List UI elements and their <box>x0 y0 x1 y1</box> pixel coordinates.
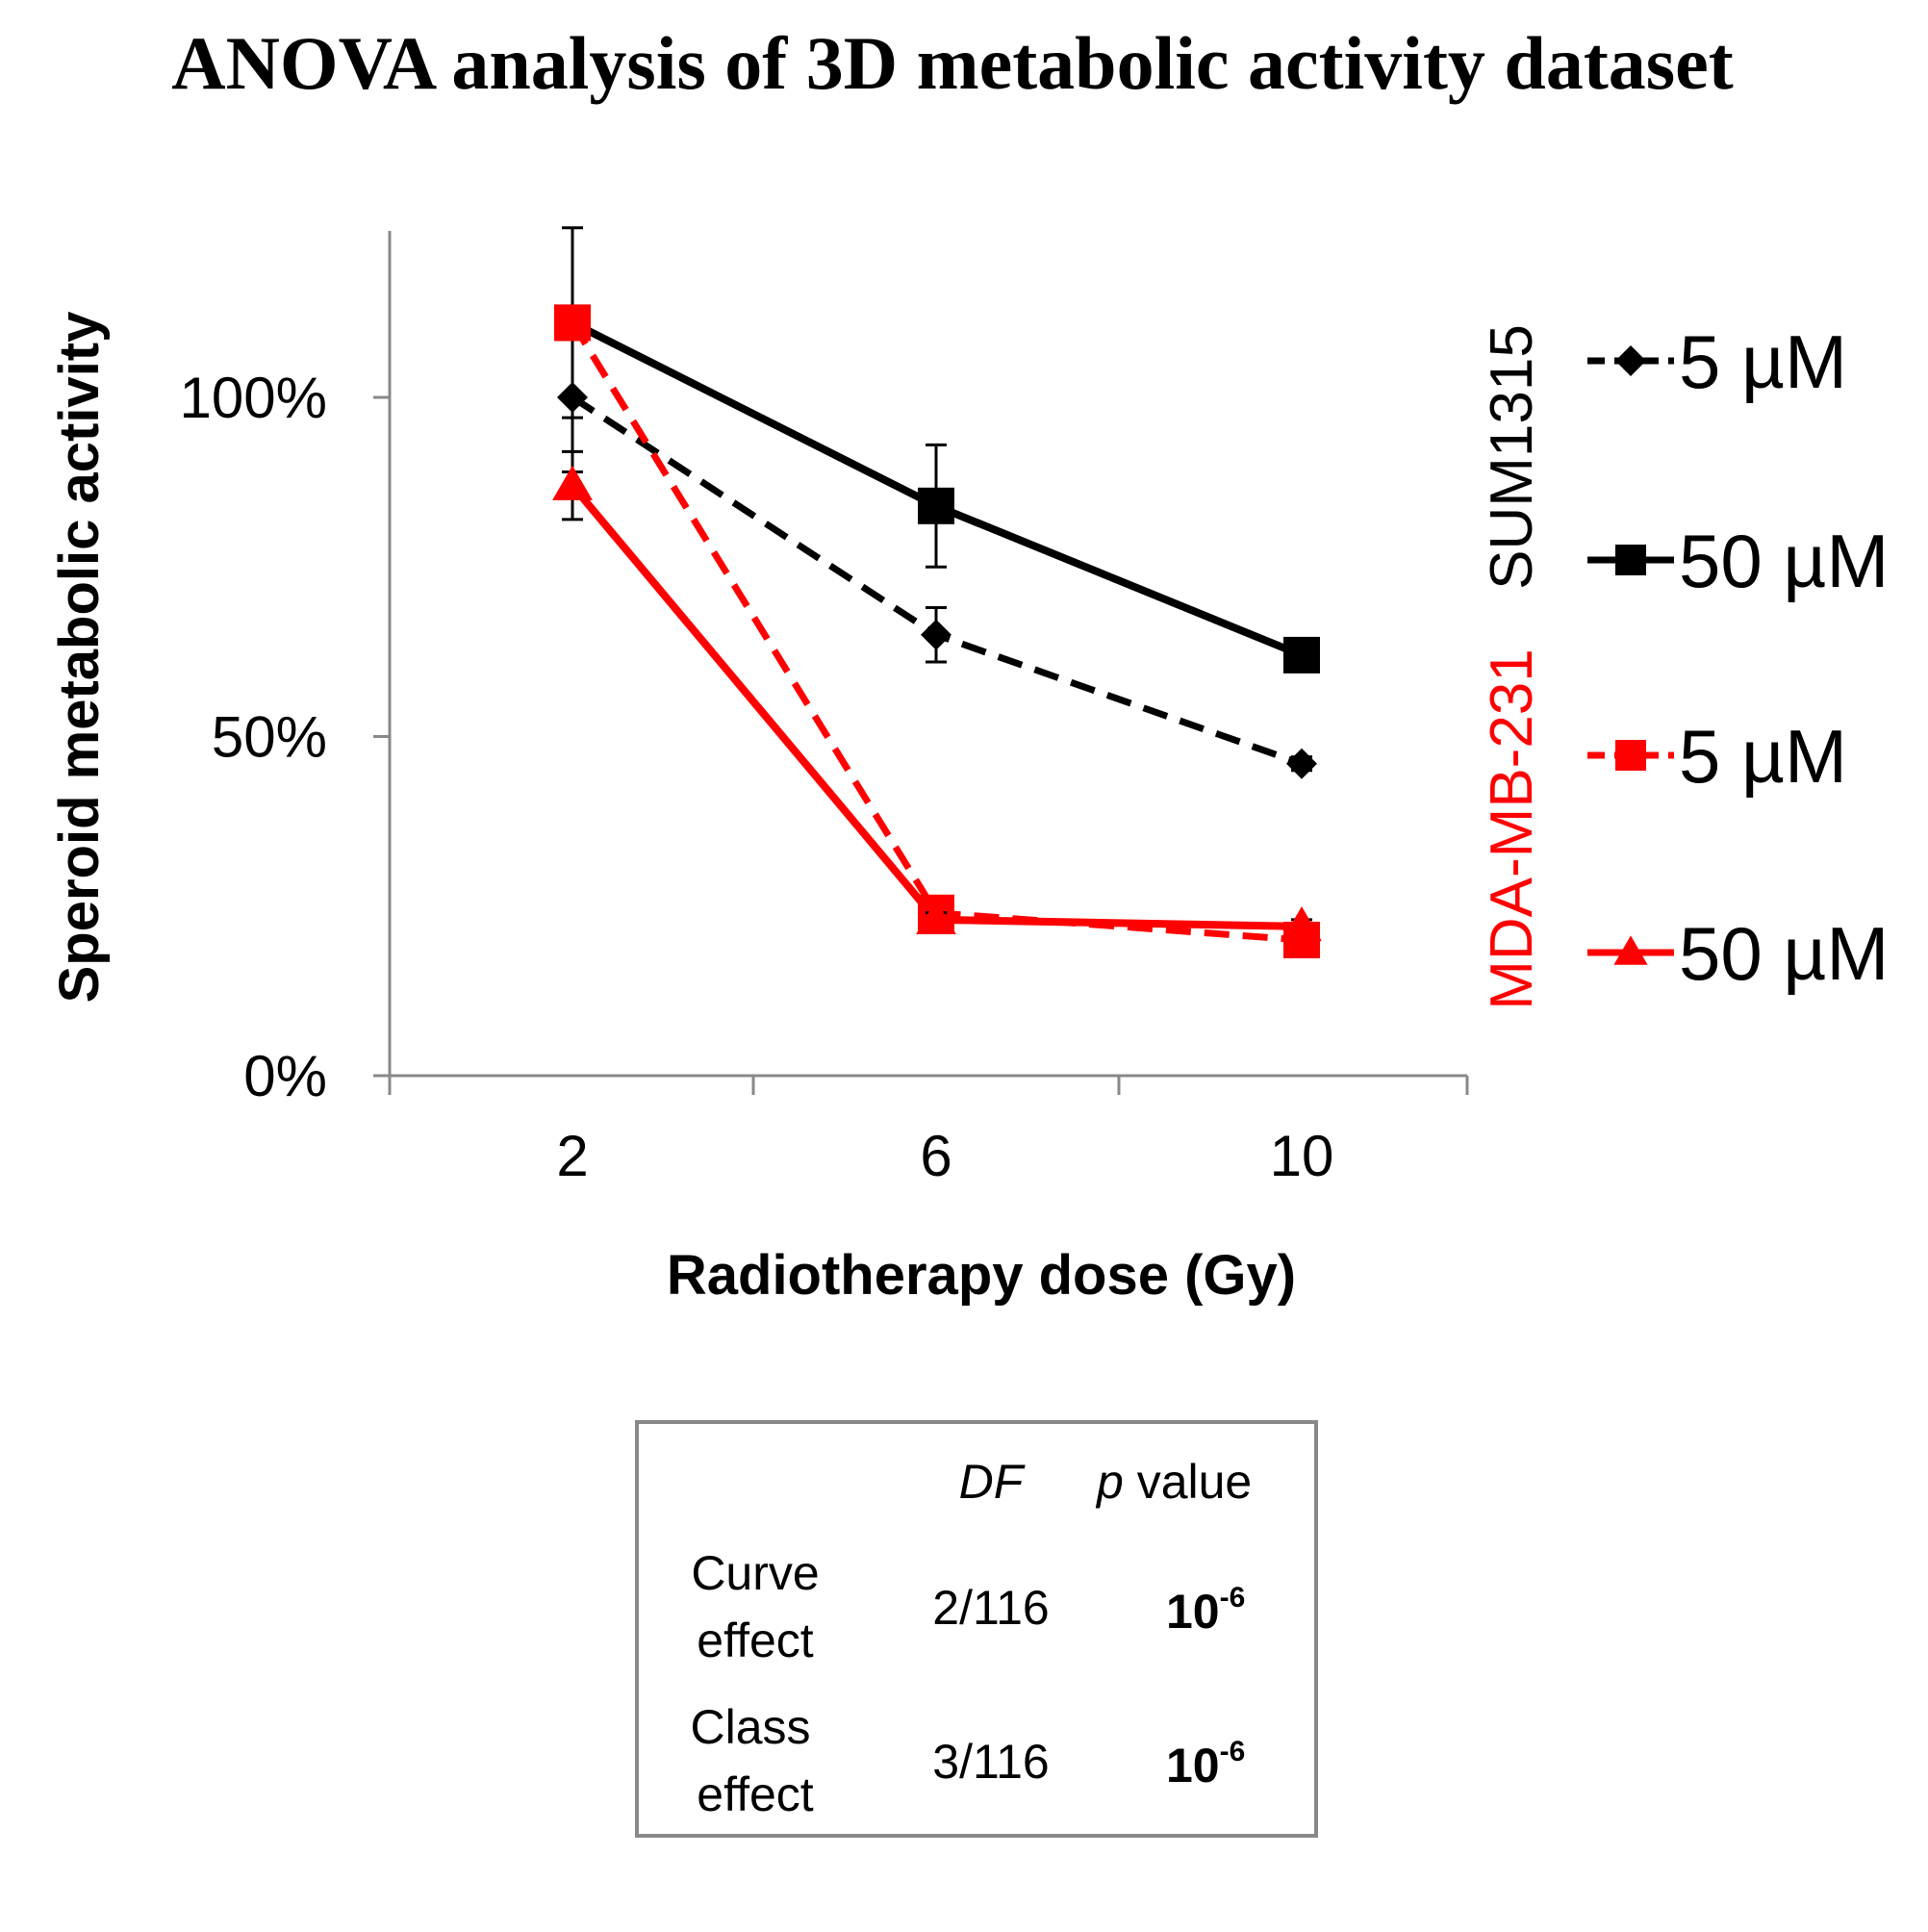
legend-marker <box>1615 740 1646 771</box>
row-1-effect-line2: effect <box>697 1614 813 1667</box>
series-4 <box>552 449 1322 942</box>
row-1-effect-line1: Curve <box>691 1546 819 1600</box>
row-2-effect-line2: effect <box>697 1767 813 1821</box>
data-point <box>1286 748 1317 779</box>
x-tick-label: 10 <box>1270 1124 1334 1188</box>
row-2-p-exp: -6 <box>1220 1736 1246 1767</box>
data-point <box>554 304 591 342</box>
x-tick-label: 6 <box>920 1124 951 1188</box>
legend-label: 50 µM <box>1679 519 1889 603</box>
group-label-mda-mb-231: MDA-MB-231 <box>1479 648 1545 1010</box>
legend-marker <box>1613 935 1648 965</box>
y-tick-label: 0% <box>243 1044 327 1108</box>
legend-entry-2: 50 µM <box>1587 519 1889 603</box>
table-header-p-italic: p <box>1095 1455 1124 1509</box>
group-label-sum1315: SUM1315 <box>1479 324 1545 590</box>
legend-label: 5 µM <box>1679 319 1847 404</box>
row-2-df: 3/116 <box>932 1735 1049 1789</box>
table-header-df: DF <box>959 1455 1026 1509</box>
anova-table <box>635 1420 1318 1838</box>
data-point <box>916 899 956 935</box>
table-header-p-rest: value <box>1124 1455 1252 1509</box>
row-2-effect-line1: Class <box>690 1700 810 1754</box>
data-point <box>1283 636 1320 674</box>
data-point <box>918 487 954 524</box>
row-1-df: 2/116 <box>932 1581 1049 1635</box>
x-axis-title: Radiotherapy dose (Gy) <box>667 1244 1296 1307</box>
legend-entry-1: 5 µM <box>1587 319 1847 404</box>
y-tick-label: 50% <box>212 705 327 770</box>
data-point <box>1281 906 1322 942</box>
legend-marker <box>1615 345 1646 376</box>
row-1-p-base: 10 <box>1166 1585 1220 1639</box>
y-tick-label: 100% <box>180 366 327 430</box>
data-point <box>552 465 593 500</box>
x-tick-label: 2 <box>556 1124 588 1188</box>
row-1-p-value: 10-6 <box>1166 1582 1245 1639</box>
legend-label: 50 µM <box>1679 911 1889 996</box>
table-header-p: p value <box>1095 1455 1252 1509</box>
legend-entry-4: 50 µM <box>1587 911 1889 996</box>
row-2-p-value: 10-6 <box>1166 1736 1245 1792</box>
chart-title: ANOVA analysis of 3D metabolic activity … <box>171 21 1734 105</box>
legend-label: 5 µM <box>1679 714 1847 799</box>
legend-entry-3: 5 µM <box>1587 714 1847 799</box>
legend-marker <box>1615 545 1646 575</box>
y-axis-title: Speroid metabolic activity <box>48 312 111 1004</box>
row-2-p-base: 10 <box>1166 1739 1220 1792</box>
row-1-p-exp: -6 <box>1220 1582 1246 1614</box>
data-point <box>921 619 951 650</box>
